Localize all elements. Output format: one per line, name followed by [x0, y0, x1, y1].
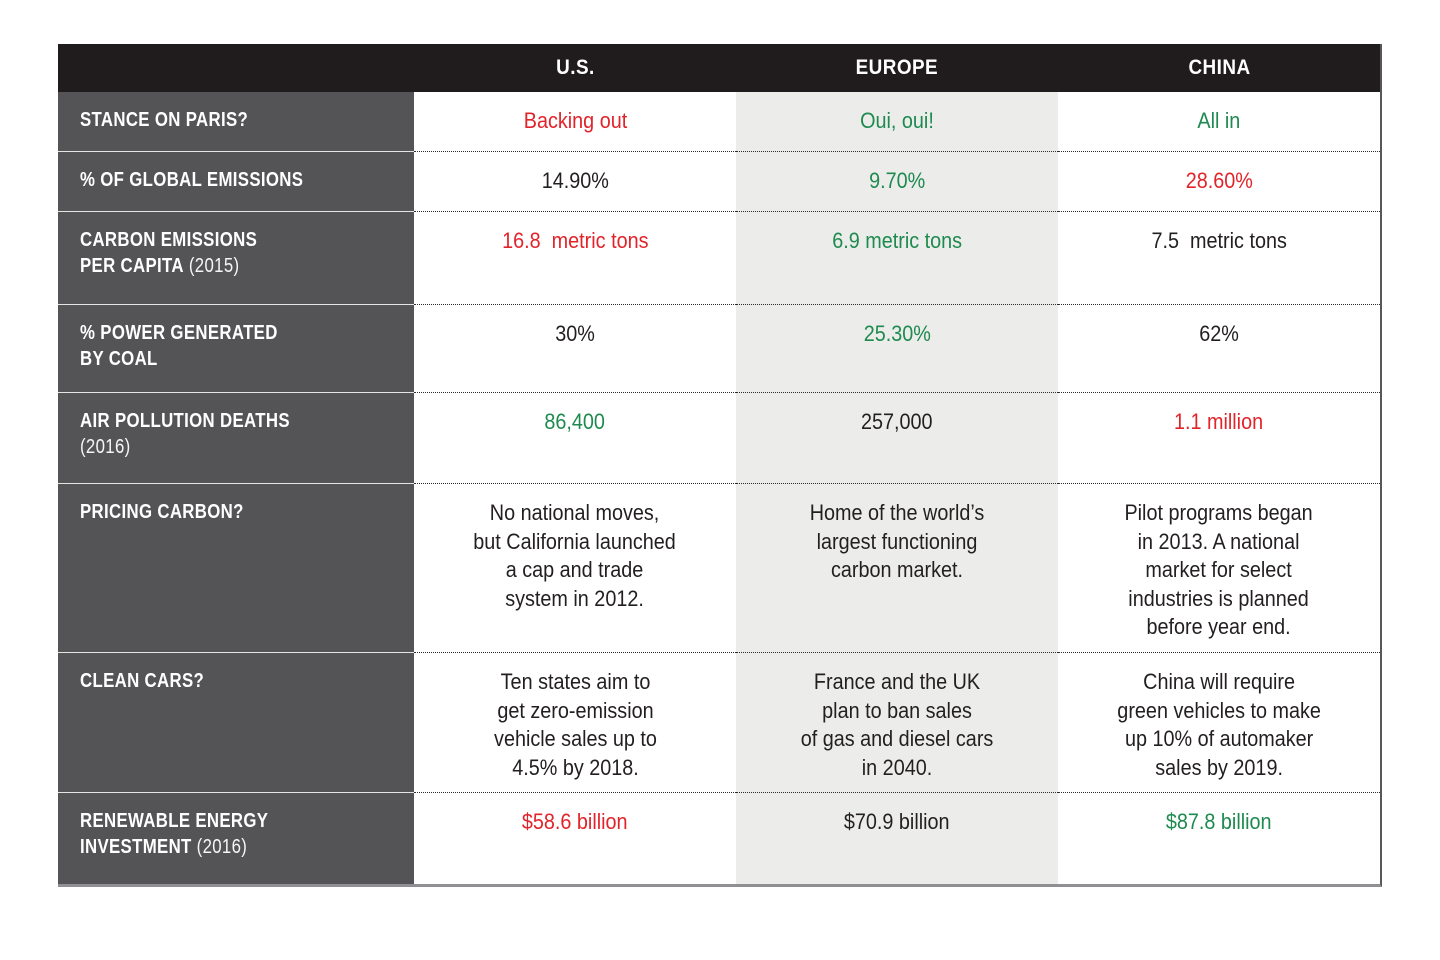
value-cell-europe: $70.9 billion — [736, 792, 1058, 885]
value-text: Pilot programs began in 2013. A national… — [1124, 500, 1314, 640]
value-cell-china: 28.60% — [1058, 151, 1380, 211]
value-text: 14.90% — [541, 168, 609, 193]
value-text: 7.5 metric tons — [1151, 228, 1287, 253]
value-cell-china: All in — [1058, 92, 1380, 151]
row-label-text: % OF GLOBAL EMISSIONS — [80, 169, 304, 191]
value-text: Home of the world’s largest functioning … — [809, 500, 985, 583]
column-header-us: U.S. — [414, 44, 736, 92]
value-cell-us: 30% — [414, 304, 736, 392]
column-header-us-label: U.S. — [555, 56, 595, 79]
value-cell-china: Pilot programs began in 2013. A national… — [1058, 483, 1380, 652]
row-label-renewable-investment: RENEWABLE ENERGY INVESTMENT (2016) — [58, 792, 414, 885]
row-label-text: PRICING CARBON? — [80, 501, 244, 523]
value-text: No national moves, but California launch… — [473, 500, 677, 611]
value-text: 16.8 metric tons — [501, 228, 649, 253]
value-text: Ten states aim to get zero-emission vehi… — [493, 668, 657, 780]
value-cell-europe: Oui, oui! — [736, 92, 1058, 151]
value-cell-us: 14.90% — [414, 151, 736, 211]
row-label-power-by-coal: % POWER GENERATED BY COAL — [58, 304, 414, 392]
value-text: All in — [1197, 108, 1241, 133]
value-cell-china: China will require green vehicles to mak… — [1058, 651, 1380, 793]
value-cell-us: Backing out — [414, 92, 736, 151]
comparison-table: U.S. EUROPE CHINA STANCE ON PARIS? Backi… — [58, 44, 1382, 888]
value-cell-china: 7.5 metric tons — [1058, 211, 1380, 304]
value-cell-us: Ten states aim to get zero-emission vehi… — [414, 651, 736, 793]
row-label-air-pollution-deaths: AIR POLLUTION DEATHS (2016) — [58, 392, 414, 483]
value-text: $87.8 billion — [1166, 809, 1272, 835]
row-label-text: % POWER GENERATED BY COAL — [80, 322, 278, 370]
row-label-paren: (2016) — [80, 436, 131, 458]
row-label-text: CLEAN CARS? — [80, 669, 205, 692]
row-label-global-emissions: % OF GLOBAL EMISSIONS — [58, 151, 414, 211]
value-cell-europe: 25.30% — [736, 304, 1058, 392]
table-row: % POWER GENERATED BY COAL 30% 25.30% 62% — [58, 304, 1380, 392]
value-text: 28.60% — [1185, 168, 1253, 193]
row-label-text: CARBON EMISSIONS PER CAPITA — [80, 229, 258, 277]
value-cell-us: No national moves, but California launch… — [414, 483, 736, 652]
value-text: 6.9 metric tons — [832, 228, 962, 253]
row-label-text: STANCE ON PARIS? — [80, 109, 249, 131]
table-row: RENEWABLE ENERGY INVESTMENT (2016) $58.6… — [58, 792, 1380, 885]
value-text: 30% — [555, 321, 595, 346]
column-header-europe: EUROPE — [736, 44, 1058, 92]
table-row: CLEAN CARS? Ten states aim to get zero-e… — [58, 651, 1380, 793]
row-label-paren: (2016) — [191, 836, 248, 859]
value-text: 9.70% — [868, 168, 926, 193]
row-label-paren: (2015) — [183, 255, 240, 277]
row-label-carbon-per-capita: CARBON EMISSIONS PER CAPITA (2015) — [58, 211, 414, 304]
value-cell-europe: 257,000 — [736, 392, 1058, 483]
value-text: $58.6 billion — [522, 809, 628, 835]
value-cell-china: 1.1 million — [1058, 392, 1380, 483]
value-text: Backing out — [523, 108, 627, 133]
value-cell-china: $87.8 billion — [1058, 792, 1380, 885]
value-cell-europe: France and the UK plan to ban sales of g… — [736, 651, 1058, 793]
table-row: PRICING CARBON? No national moves, but C… — [58, 483, 1380, 652]
row-label-text: RENEWABLE ENERGY INVESTMENT — [80, 810, 269, 859]
column-header-china: CHINA — [1058, 44, 1380, 92]
value-text: $70.9 billion — [844, 809, 950, 835]
table-header-row: U.S. EUROPE CHINA — [58, 44, 1380, 92]
row-label-clean-cars: CLEAN CARS? — [58, 651, 414, 793]
value-text: China will require green vehicles to mak… — [1117, 668, 1321, 780]
value-text: 62% — [1199, 321, 1239, 346]
value-cell-us: 86,400 — [414, 392, 736, 483]
value-text: 1.1 million — [1174, 409, 1264, 434]
row-label-text: AIR POLLUTION DEATHS — [80, 410, 290, 432]
value-cell-china: 62% — [1058, 304, 1380, 392]
value-cell-europe: Home of the world’s largest functioning … — [736, 483, 1058, 652]
table-row: STANCE ON PARIS? Backing out Oui, oui! A… — [58, 92, 1380, 151]
table-row: AIR POLLUTION DEATHS (2016) 86,400 257,0… — [58, 392, 1380, 483]
value-text: France and the UK plan to ban sales of g… — [800, 668, 994, 780]
column-header-europe-label: EUROPE — [855, 56, 939, 79]
column-header-china-label: CHINA — [1187, 56, 1251, 79]
value-text: 257,000 — [861, 409, 933, 434]
row-label-stance-on-paris: STANCE ON PARIS? — [58, 92, 414, 151]
value-cell-us: $58.6 billion — [414, 792, 736, 885]
value-cell-europe: 6.9 metric tons — [736, 211, 1058, 304]
value-text: Oui, oui! — [860, 108, 934, 133]
value-cell-europe: 9.70% — [736, 151, 1058, 211]
header-corner-cell — [58, 44, 414, 92]
table-row: % OF GLOBAL EMISSIONS 14.90% 9.70% 28.60… — [58, 151, 1380, 211]
value-text: 25.30% — [863, 321, 931, 346]
value-text: 86,400 — [544, 409, 606, 434]
table-row: CARBON EMISSIONS PER CAPITA (2015) 16.8 … — [58, 211, 1380, 304]
row-label-pricing-carbon: PRICING CARBON? — [58, 483, 414, 652]
value-cell-us: 16.8 metric tons — [414, 211, 736, 304]
